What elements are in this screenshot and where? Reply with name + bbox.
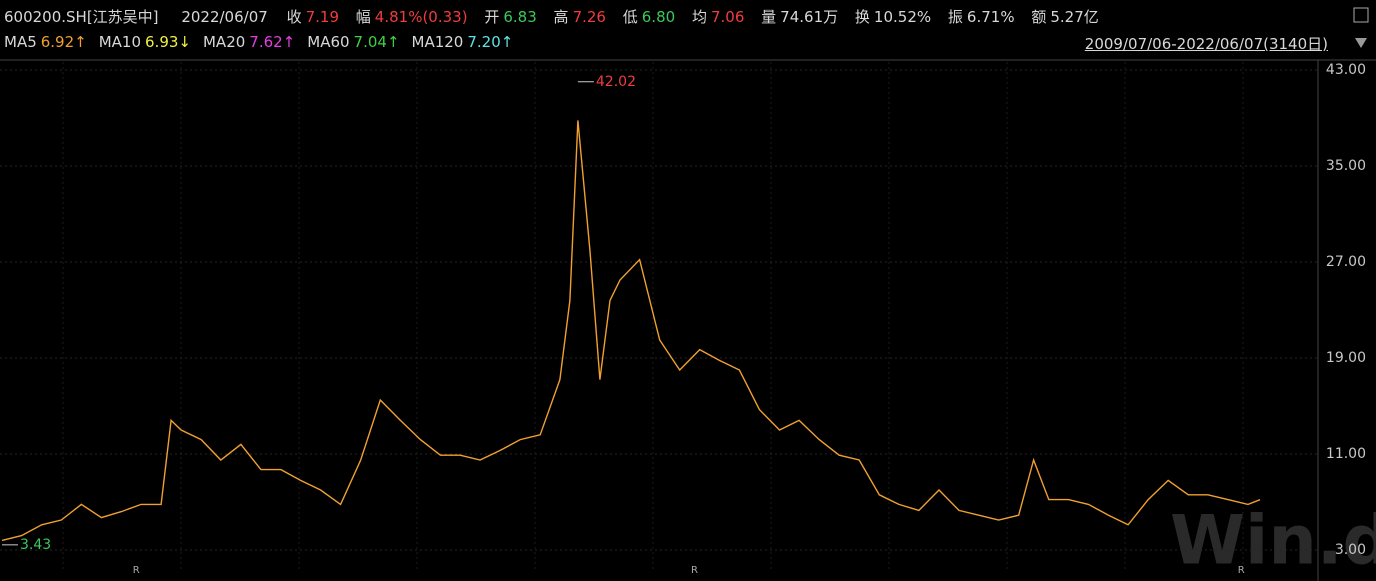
y-tick-label: 35.00: [1326, 158, 1366, 174]
label: 额: [1031, 8, 1047, 26]
value: 6.83: [503, 8, 537, 26]
date: 2022/06/07: [181, 8, 268, 26]
window-icon[interactable]: [1353, 7, 1369, 23]
code: 600200.SH[江苏吴中]: [4, 8, 159, 26]
value: 74.61万: [780, 8, 839, 26]
dropdown-icon[interactable]: [1355, 38, 1367, 48]
ma-value: 7.04↑: [353, 33, 400, 51]
value: 10.52%: [873, 8, 932, 26]
ma-name: MA120: [411, 33, 464, 51]
value: 6.71%: [966, 8, 1015, 26]
quote-header: 600200.SH[江苏吴中] 2022/06/07 收 7.19 幅 4.81%(…: [4, 6, 1103, 27]
y-tick-label: 3.00: [1335, 542, 1366, 558]
ma-value: 6.93↓: [145, 33, 191, 51]
label: 振: [947, 8, 963, 26]
ma-value: 7.20↑: [467, 33, 514, 51]
label: 均: [691, 8, 707, 26]
ma-name: MA5: [4, 33, 37, 51]
label: 低: [622, 8, 638, 26]
value: 7.06: [710, 8, 745, 26]
value: 7.19: [305, 8, 339, 26]
label: 幅: [355, 8, 371, 26]
y-tick-label: 43.00: [1326, 62, 1366, 78]
date-range[interactable]: 2009/07/06-2022/06/07(3140日): [1084, 35, 1328, 53]
value: 6.80: [641, 8, 676, 26]
label: 开: [484, 8, 500, 26]
value: 4.81%(0.33): [374, 8, 468, 26]
ma-value: 7.62↑: [249, 33, 296, 51]
label: 高: [553, 8, 569, 26]
label: 量: [761, 8, 777, 26]
ma-value: 6.92↑: [40, 33, 87, 51]
label: 换: [854, 8, 870, 26]
ma-name: MA20: [202, 33, 246, 51]
annotation: 42.02: [596, 74, 636, 90]
label: 收: [286, 8, 302, 26]
value: 5.27亿: [1050, 8, 1099, 26]
ma-name: MA10: [98, 33, 142, 51]
r-mark: R: [1238, 565, 1245, 576]
y-tick-label: 27.00: [1326, 254, 1366, 270]
price-line: [1, 120, 1261, 542]
y-tick-label: 19.00: [1326, 350, 1366, 366]
y-tick-label: 11.00: [1326, 446, 1366, 462]
r-mark: R: [691, 565, 698, 576]
ma-name: MA60: [307, 33, 350, 51]
value: 7.26: [572, 8, 606, 26]
watermark: Win.d: [1170, 502, 1376, 581]
ma-legend: MA5 6.92↑ MA10 6.93↓ MA20 7.62↑ MA60 7.04↑ MA120…: [4, 33, 525, 51]
annotation: 3.43: [20, 537, 51, 553]
r-mark: R: [133, 565, 140, 576]
